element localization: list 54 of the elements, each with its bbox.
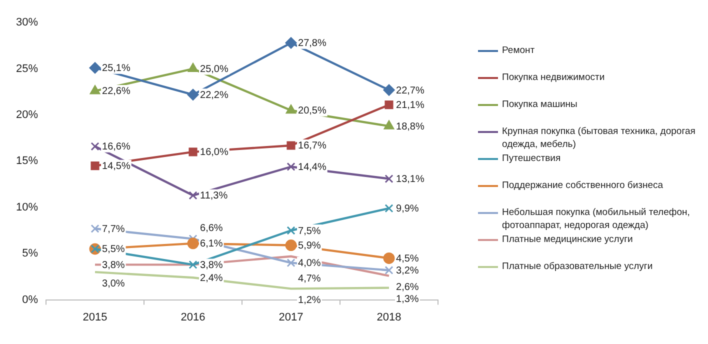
y-tick-label: 5% [22,248,38,260]
data-label: 4,5% [396,253,419,264]
data-label: 27,8% [298,38,326,50]
data-label: 2,6% [396,282,419,294]
data-label: 3,8% [102,260,125,271]
data-label: 13,1% [396,174,424,186]
data-label: 4,7% [298,274,321,285]
legend-label: Крупная покупка (бытовая техника, дорогая одежда, мебель) [502,125,696,151]
data-label: 5,9% [298,240,321,252]
data-label: 1,2% [298,294,321,306]
y-tick-label: 30% [16,16,38,29]
data-label: 11,3% [200,190,228,202]
legend-label: Путешествия [502,152,561,165]
data-label: 16,6% [102,142,130,153]
data-label: 22,2% [200,90,228,101]
data-label: 6,1% [200,238,223,250]
y-tick-label: 15% [16,155,38,168]
legend-label: Ремонт [502,44,535,57]
y-tick-label: 0% [22,294,38,306]
data-label: 21,1% [396,100,424,112]
x-tick-label: 2017 [278,311,304,324]
data-label: 5,5% [102,244,125,256]
data-label: 3,2% [396,265,419,276]
data-label: 20,5% [298,106,326,117]
data-label: 22,7% [396,85,424,96]
y-tick-label: 10% [16,201,38,214]
x-tick-label: 2015 [82,311,108,324]
data-label: 9,9% [396,204,419,215]
legend-label: Платные образовательные услуги [502,260,653,273]
legend-label: Поддержание собственного бизнеса [502,179,664,192]
data-label: 2,4% [200,272,223,284]
data-label: 6,6% [200,223,223,234]
data-label: 25,1% [102,63,130,74]
data-label: 7,5% [298,226,321,237]
legend-label: Платные медицинские услуги [502,233,633,246]
data-label: 14,4% [298,162,326,173]
data-label: 22,6% [102,86,130,98]
y-tick-label: 25% [16,62,38,75]
data-label: 14,5% [102,161,130,172]
data-label: 25,0% [200,64,228,76]
legend-label: Небольшая покупка (мобильный телефон, фотоаппарат, недорогая одежда) [502,206,691,232]
data-label: 3,8% [200,260,223,271]
legend-label: Покупка недвижимости [502,71,605,84]
data-label: 16,7% [298,140,326,152]
x-tick-label: 2018 [376,311,402,324]
legend-label: Покупка машины [502,98,578,111]
data-label: 3,0% [102,278,125,290]
data-label: 4,0% [298,258,321,270]
data-label: 16,0% [200,147,228,158]
data-label: 18,8% [396,121,424,132]
y-tick-label: 20% [16,109,38,122]
data-label: 7,7% [102,224,125,235]
data-label: 1,3% [396,294,419,306]
x-tick-label: 2016 [180,311,206,324]
